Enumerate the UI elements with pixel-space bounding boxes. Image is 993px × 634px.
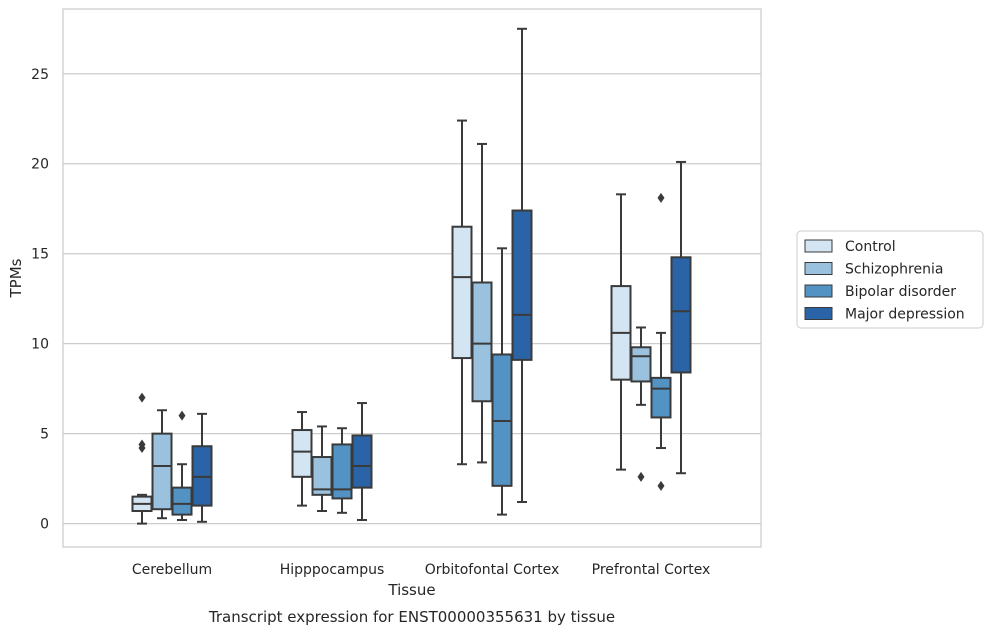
box-groups — [131, 27, 692, 525]
box-group — [331, 427, 353, 514]
box-group — [650, 192, 672, 491]
box-group — [131, 392, 153, 525]
y-tick-label: 25 — [31, 67, 49, 83]
box — [291, 429, 313, 478]
box-group — [610, 193, 632, 471]
y-tick-label: 5 — [40, 427, 49, 443]
legend-swatch — [804, 307, 833, 320]
box-group — [630, 326, 652, 482]
box-group — [351, 402, 373, 522]
box — [471, 281, 493, 403]
legend-frame — [796, 230, 984, 329]
box — [511, 209, 533, 361]
x-axis-label: Tissue — [387, 581, 435, 599]
box — [670, 256, 692, 374]
box — [451, 225, 473, 360]
x-tick-label: Hipppocampus — [280, 562, 385, 578]
legend: Control Schizophrenia Bipolar disorder Majo… — [796, 230, 984, 329]
y-tick-label: 20 — [31, 157, 49, 173]
outlier-point — [657, 480, 665, 491]
box-group — [171, 410, 193, 522]
legend-swatch — [804, 262, 833, 275]
legend-swatch — [804, 239, 833, 253]
grid-lines — [63, 73, 761, 525]
box-group — [491, 247, 513, 516]
x-tick-label: Prefrontal Cortex — [592, 562, 711, 578]
x-tick-label: Cerebellum — [132, 562, 212, 578]
outlier-point — [138, 439, 146, 450]
x-axis-ticks: Cerebellum Hipppocampus Orbitofontal Corte… — [132, 562, 710, 578]
legend-label: Major depression — [845, 307, 965, 323]
outlier-point — [138, 392, 146, 403]
box-group — [451, 119, 473, 466]
outlier-point — [637, 471, 645, 482]
box — [351, 434, 373, 489]
y-axis-label: TPMs — [7, 258, 25, 298]
y-tick-label: 10 — [31, 337, 49, 353]
box-group — [151, 409, 173, 520]
legend-label: Bipolar disorder — [845, 284, 956, 300]
box — [630, 346, 652, 383]
x-tick-label: Orbitofontal Cortex — [425, 562, 560, 578]
outlier-point — [657, 192, 665, 203]
box-group — [471, 142, 493, 464]
outlier-point — [178, 410, 186, 421]
box-group — [191, 412, 213, 523]
y-tick-label: 0 — [40, 517, 49, 533]
y-tick-label: 15 — [31, 247, 49, 263]
box — [650, 376, 672, 419]
legend-label: Control — [845, 239, 896, 255]
box-group — [291, 411, 313, 507]
box — [151, 432, 173, 511]
chart-caption: Transcript expression for ENST0000035563… — [208, 608, 615, 626]
legend-swatch — [804, 284, 833, 298]
box — [171, 486, 193, 516]
box-group — [511, 27, 533, 504]
plot-area-frame — [62, 8, 762, 548]
box-group — [670, 160, 692, 475]
box-group — [311, 425, 333, 513]
legend-label: Schizophrenia — [845, 262, 943, 278]
y-axis-ticks: 0 5 10 15 20 25 — [31, 67, 49, 533]
